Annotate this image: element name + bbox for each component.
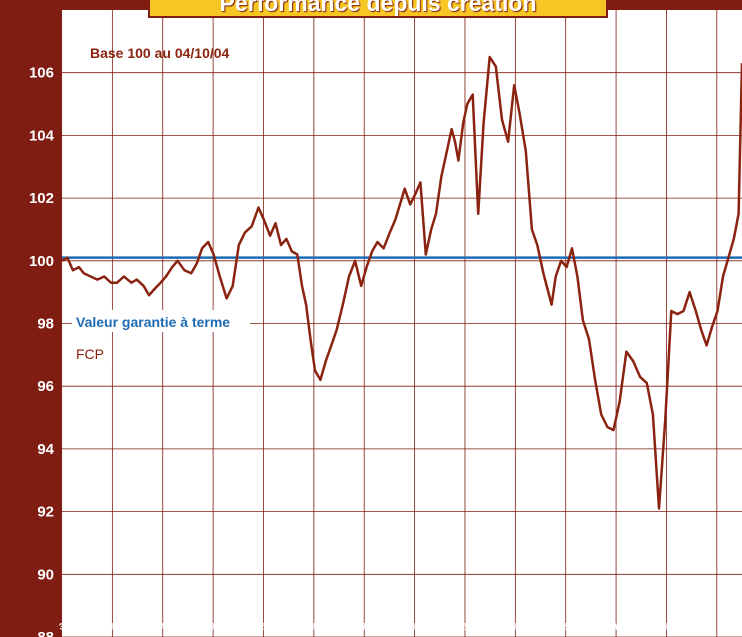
y-tick-label: 90 <box>37 566 54 583</box>
y-tick-label: 104 <box>29 127 55 144</box>
y-tick-label: 92 <box>37 504 54 521</box>
y-tick-label: 96 <box>37 378 54 395</box>
fcp-series-label: FCP <box>76 346 104 362</box>
y-tick-label: 106 <box>29 65 54 82</box>
y-tick-label: 102 <box>29 190 54 207</box>
base-annotation: Base 100 au 04/10/04 <box>90 45 230 61</box>
y-axis-ticks: 88 90 92 94 96 98 100 102 104 106 <box>29 65 55 637</box>
y-tick-label: 100 <box>29 253 54 270</box>
chart-title-box: Performance depuis création <box>148 0 608 18</box>
chart-title: Performance depuis création <box>220 0 537 17</box>
y-tick-label: 98 <box>37 316 54 333</box>
y-tick-label: 94 <box>37 441 54 458</box>
y-tick-label: 88 <box>37 629 54 637</box>
guarantee-series-label: Valeur garantie à terme <box>76 314 230 330</box>
